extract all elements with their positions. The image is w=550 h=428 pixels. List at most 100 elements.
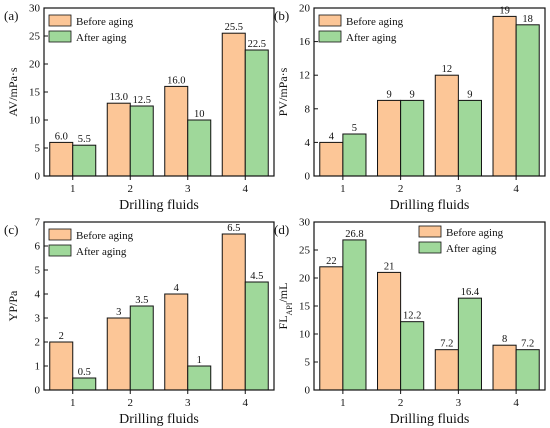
- x-tick-label: 2: [398, 183, 404, 195]
- y-tick-label: 16: [299, 36, 311, 48]
- plot-frame: [313, 7, 546, 177]
- panel-label: (b): [274, 8, 289, 23]
- data-label: 3: [116, 307, 121, 318]
- chart-panel-c: 2 3 4 6.5 0.5 3.5 1 4.5 0 1 2 3 4 5 6 7 1 2 3 4 Drilling flu…: [4, 217, 275, 427]
- legend-swatch-after: [418, 241, 442, 254]
- y-tick-label: 20: [299, 3, 311, 15]
- bar-before-4: [221, 32, 246, 177]
- y-tick-label: 30: [299, 217, 311, 229]
- legend: Before aging After aging: [48, 228, 134, 258]
- bar-before-2: [106, 102, 131, 177]
- y-tick-label: 20: [29, 59, 41, 71]
- y-tick-label: 5: [35, 265, 41, 277]
- x-tick-label: 3: [185, 183, 191, 195]
- legend-swatch-after: [48, 30, 72, 43]
- legend: Before aging After aging: [418, 225, 504, 255]
- x-tick-label: 2: [128, 183, 134, 195]
- x-tick-label: 4: [513, 183, 519, 195]
- data-label: 7.2: [440, 339, 453, 350]
- bar-after-2: [129, 105, 154, 177]
- bar-before-4: [492, 344, 517, 391]
- x-tick-label: 1: [70, 397, 76, 409]
- y-axis-label: PV/mPa·s: [276, 67, 290, 116]
- legend-label: After aging: [76, 246, 127, 258]
- bar-before-1: [319, 266, 344, 391]
- bar-before-4: [221, 233, 246, 391]
- plot-frame: [43, 221, 275, 391]
- bar-after-4: [515, 349, 540, 391]
- y-tick-label: 5: [305, 357, 311, 369]
- legend-label: After aging: [76, 32, 127, 44]
- bar-after-4: [244, 281, 269, 391]
- bar-after-3: [187, 365, 212, 391]
- data-label: 12.5: [133, 95, 151, 106]
- bar-before-1: [319, 141, 344, 177]
- data-label: 16.4: [461, 287, 480, 298]
- y-tick-label: 15: [299, 301, 311, 313]
- data-label: 21: [384, 261, 395, 272]
- bar-after-3: [457, 297, 482, 391]
- data-label: 4.5: [250, 271, 263, 282]
- x-tick-label: 1: [70, 183, 76, 195]
- y-axis-label: AV/mPa·s: [6, 67, 20, 116]
- bar-after-1: [342, 239, 367, 391]
- data-label: 4: [174, 283, 180, 294]
- bar-before-2: [377, 271, 402, 391]
- data-label: 1: [197, 355, 202, 366]
- x-tick-label: 3: [456, 183, 462, 195]
- x-axis-label: Drilling fluids: [390, 412, 470, 427]
- bar-before-2: [106, 317, 131, 391]
- data-label: 7.2: [521, 339, 534, 350]
- y-tick-label: 20: [299, 273, 311, 285]
- data-label: 10: [194, 109, 205, 120]
- x-tick-label: 3: [456, 397, 462, 409]
- bar-after-2: [400, 321, 425, 391]
- panel-label: (d): [274, 222, 289, 237]
- data-label: 3.5: [135, 295, 148, 306]
- legend-label: Before aging: [76, 230, 134, 242]
- panel-label: (c): [4, 222, 18, 237]
- y-tick-label: 12: [299, 70, 310, 82]
- y-tick-label: 5: [35, 143, 41, 155]
- data-label: 18: [522, 14, 533, 25]
- bar-after-4: [515, 24, 540, 177]
- data-label: 6.5: [227, 223, 240, 234]
- y-axis-label-main: FL: [276, 315, 290, 329]
- data-label: 22.5: [248, 39, 266, 50]
- y-axis-label-sub: API: [285, 302, 294, 315]
- x-axis-label: Drilling fluids: [119, 412, 199, 427]
- x-tick-label: 1: [340, 183, 346, 195]
- legend: Before aging After aging: [318, 14, 404, 44]
- y-axis-label-unit: /mL: [276, 283, 290, 303]
- data-label: 12.2: [403, 311, 421, 322]
- data-label: 12: [442, 64, 453, 75]
- bar-after-4: [244, 49, 269, 177]
- y-tick-label: 4: [305, 137, 311, 149]
- bar-after-1: [72, 377, 97, 391]
- data-label: 8: [502, 334, 507, 345]
- y-axis-label: FLAPI/mL: [276, 283, 294, 330]
- data-label: 26.8: [345, 229, 363, 240]
- x-axis-label: Drilling fluids: [390, 198, 470, 213]
- y-tick-label: 2: [35, 337, 41, 349]
- legend-label: Before aging: [446, 227, 504, 239]
- bar-before-3: [164, 85, 189, 177]
- data-label: 4: [329, 131, 335, 142]
- y-tick-label: 10: [29, 115, 41, 127]
- chart-panel-a: 6.0 13.0 16.0 25.5 5.5 12.5 10 22.5 0 5 10 15 20 25 30…: [4, 3, 275, 213]
- data-label: 25.5: [225, 22, 243, 33]
- data-label: 5: [352, 123, 357, 134]
- bar-after-2: [129, 305, 154, 391]
- data-label: 5.5: [78, 134, 91, 145]
- bar-after-3: [187, 119, 212, 177]
- legend-label: After aging: [446, 243, 497, 255]
- x-tick-label: 2: [398, 397, 404, 409]
- legend: Before aging After aging: [48, 14, 134, 44]
- y-axis-label: YP/Pa: [6, 290, 20, 321]
- x-tick-label: 3: [185, 397, 191, 409]
- legend-swatch-after: [318, 30, 342, 43]
- y-tick-label: 8: [305, 103, 311, 115]
- y-tick-label: 25: [299, 245, 311, 257]
- y-tick-label: 25: [29, 31, 41, 43]
